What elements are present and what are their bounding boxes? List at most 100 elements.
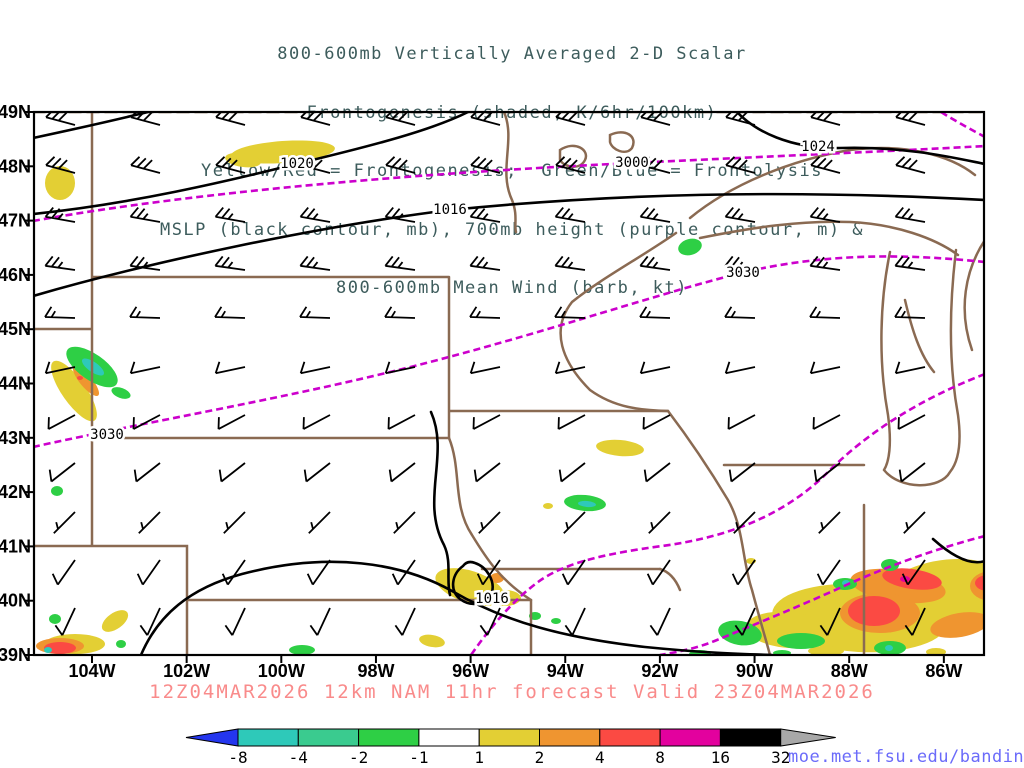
wind-barb	[555, 112, 586, 126]
lon-tick-label: 88W	[831, 661, 868, 681]
wind-barb	[895, 156, 926, 174]
wind-barb	[388, 462, 416, 483]
wind-barb	[384, 207, 416, 223]
wind-barb	[391, 559, 416, 586]
contour-labels: 1020 1016 1024 1016 3000 3030 3030	[88, 137, 838, 610]
wind-barb	[129, 207, 161, 223]
shaded-region	[885, 645, 893, 651]
wind-barb	[472, 414, 501, 430]
wind-barb	[47, 414, 76, 430]
wind-barb	[221, 559, 246, 586]
colorbar-label: 2	[535, 748, 545, 767]
wind-barb	[214, 255, 246, 271]
mslp-contours	[34, 112, 984, 655]
wind-barb	[470, 112, 501, 126]
wind-barb	[649, 607, 671, 636]
wind-barb	[54, 607, 76, 636]
wind-barb	[561, 559, 586, 586]
wind-barb	[639, 361, 671, 375]
colorbar-label: 8	[655, 748, 665, 767]
wind-barb	[44, 207, 76, 223]
wind-barb	[469, 207, 501, 223]
wind-barb	[300, 112, 331, 126]
wind-barb	[724, 361, 756, 375]
lat-tick-label: 43N	[0, 428, 31, 448]
wind-barb	[733, 511, 756, 534]
wind-barb	[731, 559, 756, 586]
wind-barb	[639, 255, 671, 271]
wind-barb	[303, 462, 331, 483]
wind-barb	[810, 156, 841, 174]
lat-tick-label: 41N	[0, 536, 31, 556]
shaded-region	[77, 376, 83, 380]
wind-barb	[384, 361, 416, 375]
lon-tick-label: 94W	[547, 661, 584, 681]
wind-barb	[138, 511, 161, 534]
contour-label: 1016	[475, 591, 509, 607]
shaded-region	[975, 575, 984, 591]
wind-barb	[894, 255, 926, 271]
wind-barb	[300, 156, 331, 174]
lat-tick-label: 48N	[0, 156, 31, 176]
colorbar-segment	[418, 728, 480, 747]
wind-barb	[299, 255, 331, 271]
shaded-region	[45, 166, 75, 200]
wind-barb	[724, 306, 756, 319]
wind-barb	[725, 112, 756, 126]
wind-barb	[813, 462, 841, 483]
colorbar-label: 4	[595, 748, 605, 767]
lat-tick-label: 49N	[0, 102, 31, 122]
wind-barb	[45, 112, 76, 126]
wind-barb	[809, 361, 841, 375]
wind-barb	[724, 207, 756, 223]
wind-barb	[558, 462, 586, 483]
site-link[interactable]: moe.met.fsu.edu/banding	[788, 747, 1024, 767]
wind-barb	[812, 414, 841, 430]
shaded-region	[111, 387, 131, 399]
wind-barb	[309, 607, 331, 636]
lon-tick-label: 100W	[258, 661, 305, 681]
lon-tick-label: 98W	[357, 661, 394, 681]
colorbar-label: 1	[474, 748, 484, 767]
colorbar-label: -4	[289, 748, 308, 767]
lat-tick-label: 46N	[0, 265, 31, 285]
wind-barb	[639, 207, 671, 223]
wind-barb	[728, 462, 756, 483]
colorbar-label: 16	[711, 748, 730, 767]
wind-barb	[473, 462, 501, 483]
contour-label: 1016	[433, 202, 467, 218]
wind-barb	[643, 462, 671, 483]
contour-label: 3000	[615, 155, 649, 171]
colorbar-label: -1	[409, 748, 428, 767]
lon-tick-label: 86W	[925, 661, 962, 681]
wind-barb	[224, 607, 246, 636]
colorbar-label: -8	[228, 748, 247, 767]
colorbar-label: 32	[771, 748, 790, 767]
wind-barb	[727, 414, 756, 430]
wind-barb	[640, 112, 671, 126]
wind-barb	[646, 559, 671, 586]
model-run-info: 12Z04MAR2026 12km NAM 11hr forecast Vali…	[149, 681, 875, 703]
colorbar-segment	[297, 728, 360, 747]
wind-barb	[809, 306, 841, 319]
wind-barb	[53, 511, 76, 534]
shaded-region	[777, 633, 825, 649]
shaded-region	[678, 238, 702, 256]
wind-barb	[132, 414, 161, 430]
wind-barb	[302, 414, 331, 430]
colorbar-segment	[599, 728, 661, 747]
colorbar-segment	[719, 728, 782, 747]
shaded-region	[116, 640, 126, 648]
wind-barb	[51, 559, 76, 586]
contour-label: 3030	[90, 427, 124, 443]
wind-barbs	[44, 112, 926, 636]
wind-barb	[44, 306, 76, 319]
wind-barb	[384, 255, 416, 271]
wind-barb	[557, 414, 586, 430]
wind-barb	[809, 207, 841, 223]
rivers	[447, 112, 772, 655]
wind-barb	[639, 306, 671, 319]
shaded-region	[51, 360, 97, 422]
wind-barb	[898, 462, 926, 483]
wind-barb	[554, 207, 586, 223]
